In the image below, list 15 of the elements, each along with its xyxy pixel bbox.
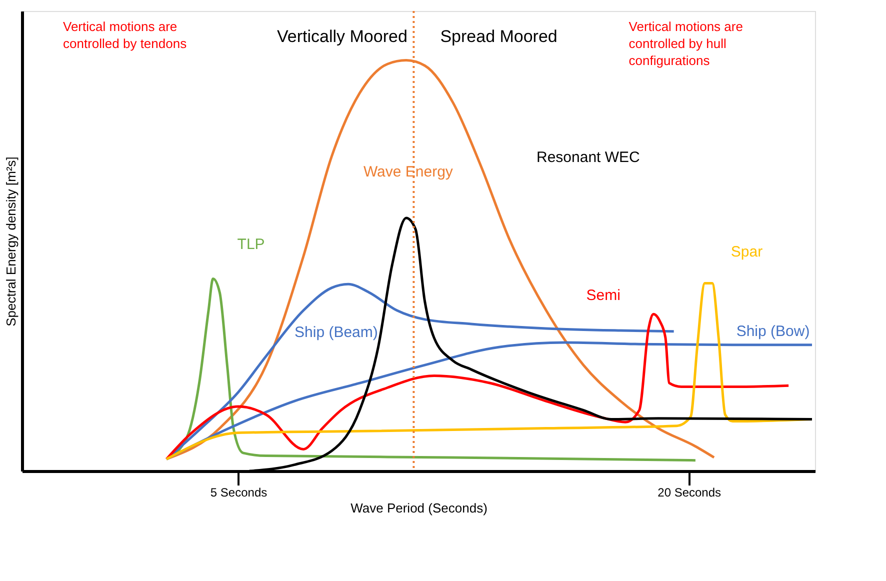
series-label: Wave Energy [363, 163, 454, 180]
text: Semi [586, 287, 620, 304]
text: Spread Moored [440, 27, 558, 46]
x-tick-label: 5 Seconds [210, 486, 268, 500]
x-tick-label: 20 Seconds [658, 486, 722, 500]
series-label: Ship (Beam) [294, 324, 378, 342]
x-axis-title: Wave Period (Seconds) [350, 500, 488, 516]
series-label: Ship (Bow) [736, 322, 810, 340]
series-label: Spar [730, 243, 763, 260]
text: Vertical motions are controlled by tendons [63, 19, 188, 51]
annotation: Vertical motions are controlled by hull configurations [628, 19, 743, 68]
text: Vertically Moored [277, 27, 408, 46]
y-axis-title: Spectral Energy density [m²s] [4, 156, 18, 326]
text: Resonant WEC [536, 149, 640, 166]
text: TLP [237, 236, 265, 253]
